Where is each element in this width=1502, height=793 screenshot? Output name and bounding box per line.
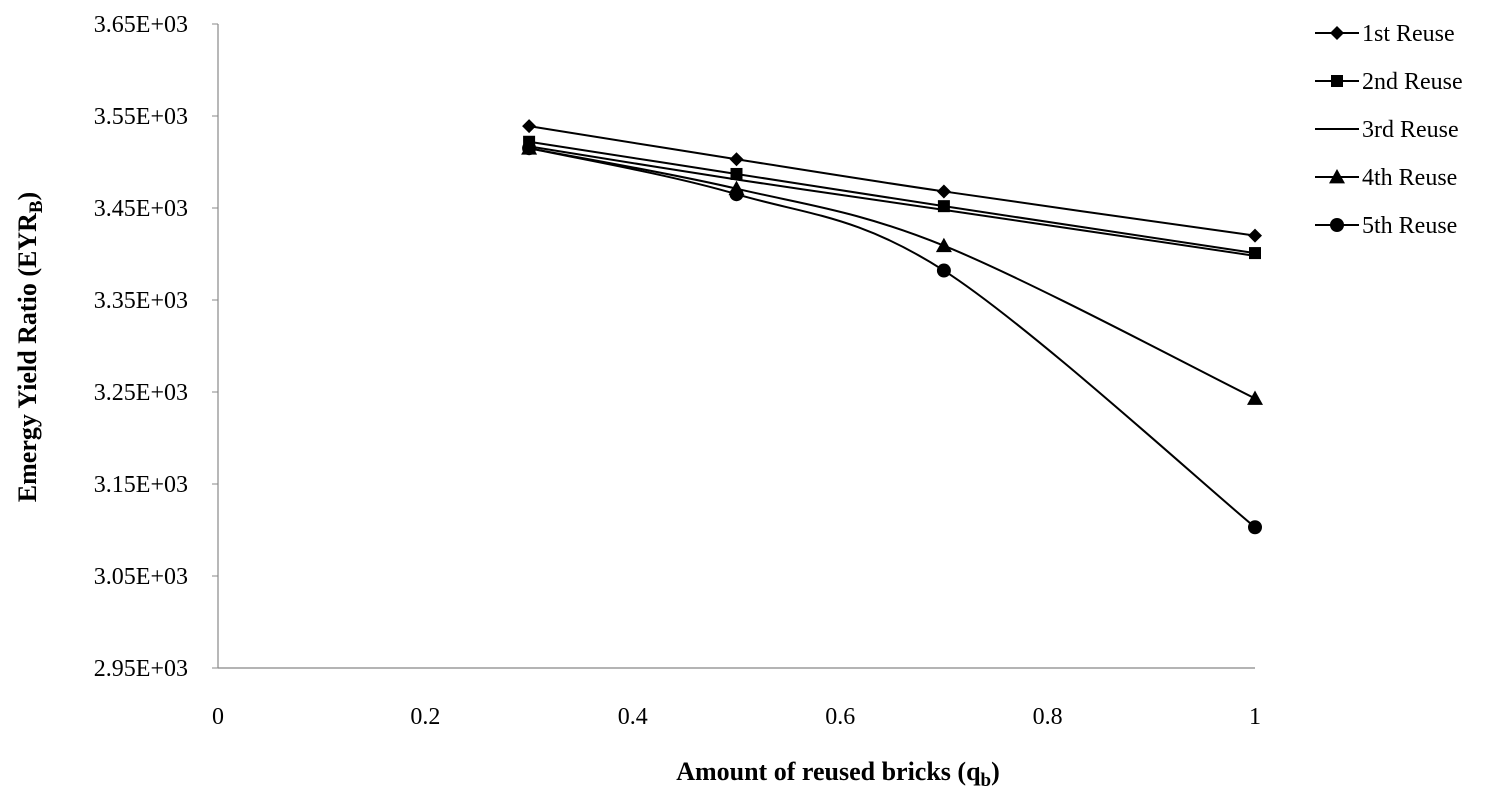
legend-marker (1330, 26, 1344, 40)
series-5 (522, 141, 1262, 535)
x-tick-label: 0.8 (1033, 704, 1063, 730)
y-axis-title: Emergy Yield Ratio (EYRB) (13, 192, 47, 502)
series-layer (521, 119, 1263, 535)
y-axis-title-end: ) (13, 192, 42, 201)
series-line (528, 147, 1256, 400)
data-point (936, 263, 951, 278)
legend-label: 1st Reuse (1362, 21, 1455, 47)
x-axis-title-end: ) (991, 757, 1000, 786)
series-line (528, 125, 1256, 237)
x-axis-title: Amount of reused bricks (qb) (676, 757, 1000, 791)
y-tick-label: 3.55E+03 (94, 104, 188, 130)
legend-marker (1330, 218, 1344, 232)
series-line (528, 140, 1256, 255)
data-point (1248, 520, 1262, 535)
legend-marker (1331, 75, 1343, 87)
data-point (730, 167, 743, 180)
data-point (522, 141, 537, 156)
legend-marker (1329, 169, 1345, 184)
axes (217, 24, 1255, 669)
data-point (729, 187, 744, 202)
legend-label: 2nd Reuse (1362, 69, 1463, 95)
data-point (936, 184, 951, 199)
legend-item: 2nd Reuse (1315, 69, 1463, 95)
series-4 (521, 140, 1263, 405)
y-tick-label: 3.45E+03 (94, 196, 188, 222)
series-1 (522, 119, 1262, 243)
y-tick-label: 3.05E+03 (94, 564, 188, 590)
series-3 (528, 145, 1256, 257)
legend-label: 3rd Reuse (1362, 117, 1459, 143)
legend-item: 1st Reuse (1315, 21, 1455, 47)
series-line (528, 147, 1256, 529)
y-axis-title-sub: B (26, 200, 47, 213)
data-point (1248, 228, 1262, 243)
y-tick-label: 2.95E+03 (94, 656, 188, 682)
y-axis-tick-labels: 2.95E+03 3.05E+03 3.15E+03 3.25E+03 3.35E+03… (94, 12, 218, 682)
data-point (729, 152, 744, 167)
x-axis-title-sub: b (981, 770, 992, 791)
y-axis-title-main: Emergy Yield Ratio (EYR (13, 213, 42, 502)
y-tick-label: 3.65E+03 (94, 12, 188, 38)
data-point (1249, 247, 1261, 260)
data-point (1247, 390, 1263, 405)
x-tick-label: 0.2 (410, 704, 440, 730)
legend: 1st Reuse 2nd Reuse 3rd Reuse 4th Reuse 5th … (1315, 21, 1463, 239)
legend-label: 5th Reuse (1362, 213, 1457, 239)
x-axis-title-main: Amount of reused bricks (q (676, 757, 981, 786)
legend-label: 4th Reuse (1362, 165, 1457, 191)
series-line (528, 145, 1256, 257)
legend-item: 5th Reuse (1315, 213, 1457, 239)
x-axis-tick-labels: 0 0.2 0.4 0.6 0.8 1 (212, 704, 1261, 730)
data-point (935, 237, 952, 253)
y-tick-label: 3.15E+03 (94, 472, 188, 498)
legend-item: 4th Reuse (1315, 165, 1457, 191)
x-tick-label: 0 (212, 704, 224, 730)
y-tick-label: 3.25E+03 (94, 380, 188, 406)
x-tick-label: 0.4 (618, 704, 648, 730)
x-tick-label: 0.6 (825, 704, 855, 730)
legend-item: 3rd Reuse (1315, 117, 1459, 143)
x-tick-label: 1 (1249, 704, 1261, 730)
y-tick-label: 3.35E+03 (94, 288, 188, 314)
data-point (522, 119, 537, 134)
